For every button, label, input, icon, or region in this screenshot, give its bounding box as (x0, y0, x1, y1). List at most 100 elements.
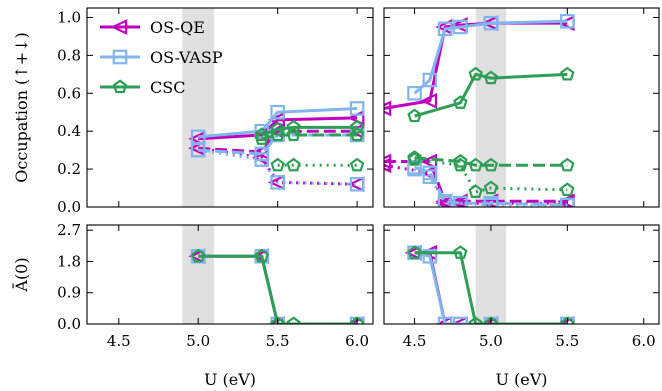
series-csc-solid (261, 125, 358, 137)
data-point (349, 176, 365, 192)
axes-frame (86, 224, 374, 325)
plot-area (404, 225, 575, 324)
data-point (349, 119, 365, 134)
x-tick-label: 6.0 (632, 332, 656, 350)
data-point (437, 195, 453, 207)
series-os-vasp-solid (198, 106, 358, 139)
data-point (270, 121, 285, 136)
data-point (483, 180, 499, 195)
data-point (422, 72, 438, 88)
legend-marker (112, 79, 128, 94)
series-csc-solid (414, 72, 568, 118)
data-point (349, 157, 365, 172)
series-os-qe-solid (198, 116, 358, 141)
data-point (422, 248, 438, 264)
y-axis-title-occupation: Occupation (↑+↓) (12, 32, 31, 182)
data-point (349, 127, 365, 142)
legend-marker (110, 19, 128, 35)
data-point (560, 13, 575, 29)
series-csc-spectral (198, 254, 358, 324)
spectral-panel-2 (383, 224, 660, 325)
x-tick-label: 5.5 (555, 332, 579, 350)
series-os-vasp-solid (413, 19, 568, 95)
data-point (483, 157, 499, 172)
axes-frame (86, 7, 374, 208)
series-os-qe-solid (384, 21, 568, 110)
axes-frame (383, 7, 660, 208)
plot-area (182, 8, 365, 207)
x-axis-title: U (eV) (495, 370, 547, 389)
data-point (453, 95, 468, 109)
y-tick-label: 2.7 (57, 221, 81, 239)
x-tick-label: 5.5 (266, 332, 290, 350)
occupation-panel-1: 0.0 0.2 0.4 0.6 0.8 1.0 (57, 7, 374, 216)
data-point (347, 316, 365, 324)
spectral-panel-1: 0.0 0.9 1.8 2.7 (57, 221, 374, 333)
series-os-vasp-dotted (413, 167, 568, 207)
data-point (468, 157, 483, 172)
shaded-region (475, 225, 507, 324)
data-point (270, 316, 285, 324)
data-point (254, 152, 270, 167)
data-point (286, 119, 301, 134)
legend-marker (112, 49, 128, 65)
data-point (560, 197, 575, 207)
data-point (453, 19, 468, 35)
data-point (453, 245, 468, 259)
data-point (190, 142, 206, 158)
data-point (453, 153, 468, 168)
data-point (422, 169, 438, 184)
data-point (453, 195, 468, 207)
legend-label: CSC (150, 78, 185, 97)
series-os-qe-dashed (384, 160, 568, 203)
y-tick-label: 0.0 (57, 198, 81, 216)
data-point (483, 316, 499, 324)
data-point (254, 131, 269, 145)
data-point (483, 15, 499, 31)
data-point (437, 21, 453, 37)
data-point (254, 248, 269, 263)
data-point (384, 157, 392, 174)
data-point (384, 100, 392, 117)
data-point (483, 70, 499, 85)
y-tick-label: 0.8 (57, 46, 81, 64)
y-axis-title-spectral: Ā(0) (11, 257, 31, 292)
data-point (349, 101, 365, 116)
series-csc-spectral (414, 251, 568, 324)
data-point (468, 316, 483, 324)
data-point (420, 92, 438, 109)
data-point (560, 157, 575, 172)
data-point (254, 127, 269, 142)
data-point (450, 316, 468, 324)
data-point (286, 316, 301, 324)
data-point (407, 150, 422, 164)
series-os-vasp-spectral (414, 251, 568, 324)
series-os-qe-dashed (198, 129, 358, 154)
y-tick-label: 0.0 (57, 315, 81, 333)
data-point (560, 182, 575, 197)
data-point (468, 66, 483, 81)
data-point (270, 127, 285, 142)
legend-label: OS-VASP (150, 48, 223, 67)
occupation-panel-2 (383, 7, 660, 208)
y-tick-label: 0.6 (57, 84, 81, 102)
series-os-vasp-dashed (414, 165, 568, 207)
series-os-vasp-spectral (198, 254, 358, 324)
series-os-qe-spectral (198, 254, 358, 324)
data-point (407, 85, 422, 101)
data-point (286, 127, 301, 142)
x-tick-label: 5.0 (479, 332, 503, 350)
plot-area (384, 8, 575, 207)
x-tick-label: 6.0 (345, 332, 369, 350)
y-tick-label: 1.8 (57, 252, 81, 270)
legend-label: OS-QE (150, 18, 205, 37)
y-tick-label: 1.0 (57, 8, 81, 26)
axes-frame (383, 224, 660, 325)
y-tick-label: 0.2 (57, 160, 81, 178)
data-point (191, 248, 206, 263)
y-tick-label: 0.9 (57, 284, 81, 302)
shaded-region (182, 225, 215, 324)
shaded-region (475, 8, 507, 207)
legend: OS-QE OS-VASP CSC (100, 18, 223, 97)
shaded-region (182, 8, 215, 207)
